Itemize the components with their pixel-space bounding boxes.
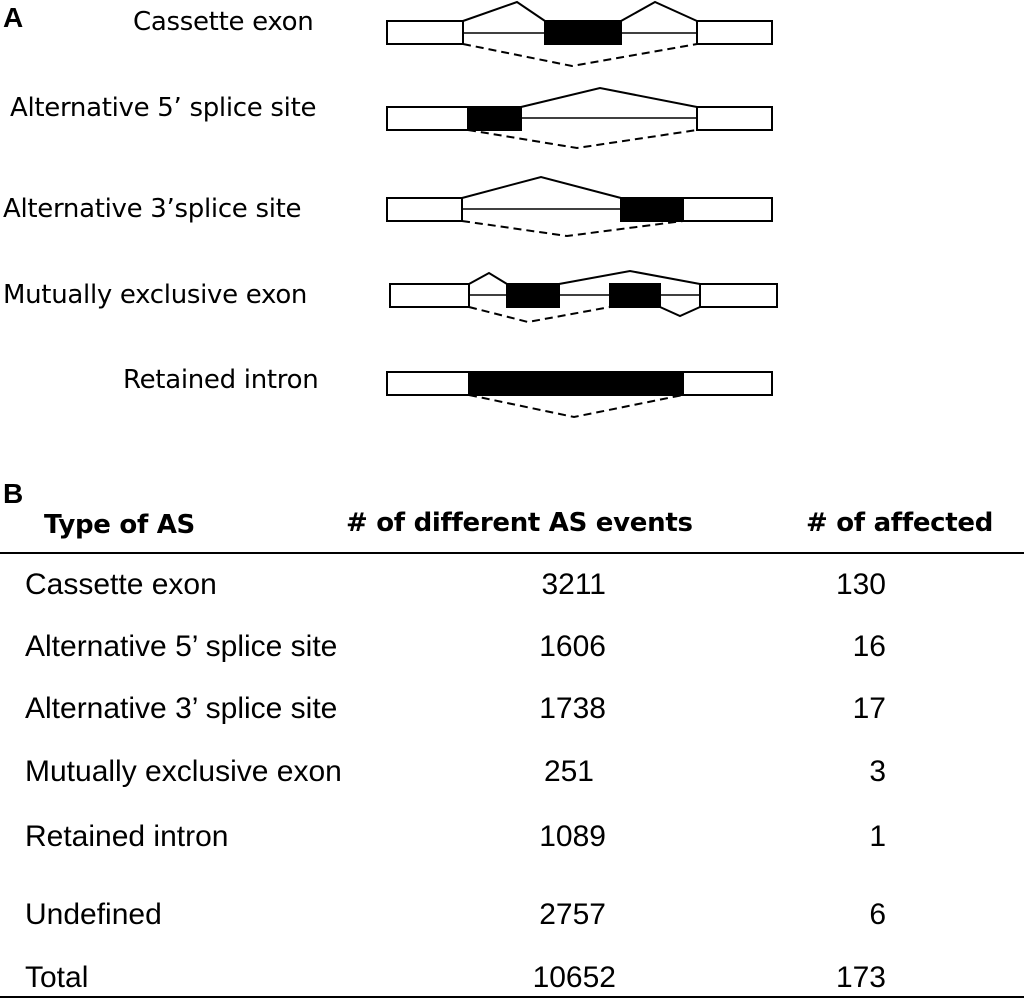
event-label-alt-3-splice-site: Alternative 3’splice site [3,194,302,224]
constitutive-exon [696,20,773,45]
row-affected: 130 [835,568,886,601]
retained-intron-diagram [386,371,773,419]
constitutive-exon [696,106,773,131]
retained-intron [468,371,684,396]
mutually-exclusive-diagram [389,269,778,324]
alternative-exon [506,283,560,308]
row-events: 10652 [532,961,616,994]
row-type: Total [25,961,89,994]
row-affected: 6 [869,898,886,931]
header-type-of-as: Type of AS [44,510,195,540]
row-events: 2757 [539,898,606,931]
alternative-exon [467,106,522,131]
event-label-alt-5-splice-site: Alternative 5’ splice site [10,93,317,123]
row-type: Mutually exclusive exon [25,755,342,788]
header-as-events: # of different AS events [346,508,693,538]
row-affected: 16 [852,630,886,663]
row-affected: 3 [869,755,886,788]
constitutive-exon [682,197,773,222]
constitutive-exon [386,371,470,396]
constitutive-exon [386,20,464,45]
row-events: 1738 [539,692,606,725]
row-events: 1089 [539,820,606,853]
event-label-retained-intron: Retained intron [123,365,319,395]
splicing-diagrams [386,0,778,419]
row-affected: 173 [835,961,886,994]
row-type: Cassette exon [25,568,217,601]
panel-b-letter: B [3,478,24,509]
cassette-exon-diagram [386,0,773,68]
constitutive-exon [699,283,778,308]
alt-5-splice-diagram [386,86,773,150]
row-events: 3211 [541,568,606,601]
constitutive-exon [386,197,463,222]
alternative-exon [544,20,622,45]
row-affected: 17 [852,692,886,725]
row-affected: 1 [869,820,886,853]
bottom-rule [0,996,1024,998]
row-type: Alternative 3’ splice site [25,692,338,725]
header-affected: # of affected [806,508,994,538]
alt-3-splice-diagram [386,175,773,238]
event-label-mutually-exclusive-exon: Mutually exclusive exon [3,280,308,310]
alternative-exon [609,283,661,308]
row-type: Alternative 5’ splice site [25,630,338,663]
constitutive-exon [682,371,773,396]
panel-a-letter: A [3,2,24,33]
alternative-exon [620,197,684,222]
header-rule [0,552,1024,554]
row-events: 251 [543,755,594,788]
event-label-cassette-exon: Cassette exon [133,7,314,37]
row-type: Retained intron [25,820,229,853]
constitutive-exon [389,283,470,308]
constitutive-exon [386,106,469,131]
row-type: Undefined [25,898,162,931]
row-events: 1606 [539,630,606,663]
